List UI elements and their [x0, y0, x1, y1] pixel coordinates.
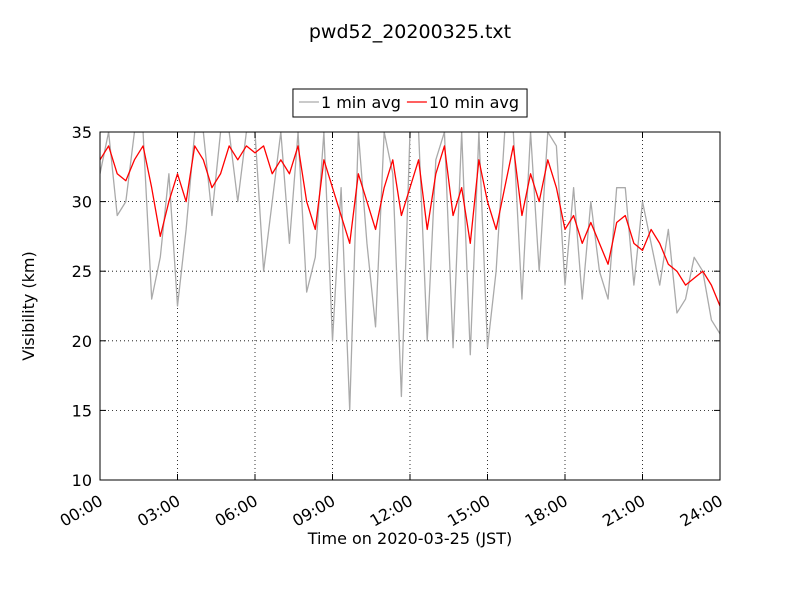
chart-title: pwd52_20200325.txt [309, 21, 511, 43]
y-tick-label: 10 [72, 471, 92, 490]
y-axis-label: Visibility (km) [19, 251, 38, 360]
y-tick-label: 35 [72, 123, 92, 142]
plot-lines [100, 132, 720, 412]
y-tick-label: 25 [72, 262, 92, 281]
legend-box [292, 88, 528, 118]
series-line [100, 132, 720, 412]
legend-label: 1 min avg [321, 93, 401, 112]
y-tick-label: 20 [72, 332, 92, 351]
series-line [100, 145, 720, 307]
y-tick-label: 30 [72, 193, 92, 212]
x-axis-label: Time on 2020-03-25 (JST) [307, 529, 512, 548]
legend-label: 10 min avg [429, 93, 519, 112]
y-tick-label: 15 [72, 401, 92, 420]
legend: 1 min avg 10 min avg [292, 88, 528, 118]
